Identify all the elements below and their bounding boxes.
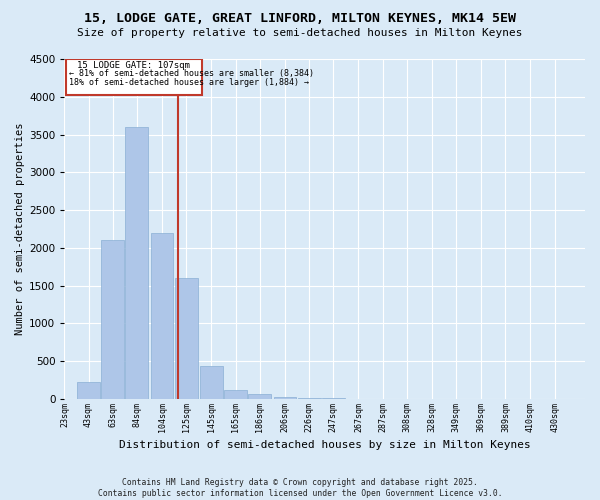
X-axis label: Distribution of semi-detached houses by size in Milton Keynes: Distribution of semi-detached houses by … [119,440,530,450]
Bar [274,396,296,399]
Bar [125,127,148,399]
Text: 15, LODGE GATE, GREAT LINFORD, MILTON KEYNES, MK14 5EW: 15, LODGE GATE, GREAT LINFORD, MILTON KE… [84,12,516,26]
Bar [248,394,271,399]
Bar [175,278,197,399]
Text: Size of property relative to semi-detached houses in Milton Keynes: Size of property relative to semi-detach… [77,28,523,38]
Bar [322,398,344,399]
Bar [224,390,247,399]
Text: Contains HM Land Registry data © Crown copyright and database right 2025.
Contai: Contains HM Land Registry data © Crown c… [98,478,502,498]
Bar [298,398,320,399]
Text: 15 LODGE GATE: 107sqm: 15 LODGE GATE: 107sqm [77,60,190,70]
Bar [151,232,173,399]
Bar [200,366,223,399]
Text: ← 81% of semi-detached houses are smaller (8,384): ← 81% of semi-detached houses are smalle… [69,69,314,78]
Y-axis label: Number of semi-detached properties: Number of semi-detached properties [15,122,25,335]
Bar [101,240,124,399]
Bar [77,382,100,399]
Text: 18% of semi-detached houses are larger (1,884) →: 18% of semi-detached houses are larger (… [69,78,309,87]
Bar [65,59,202,96]
